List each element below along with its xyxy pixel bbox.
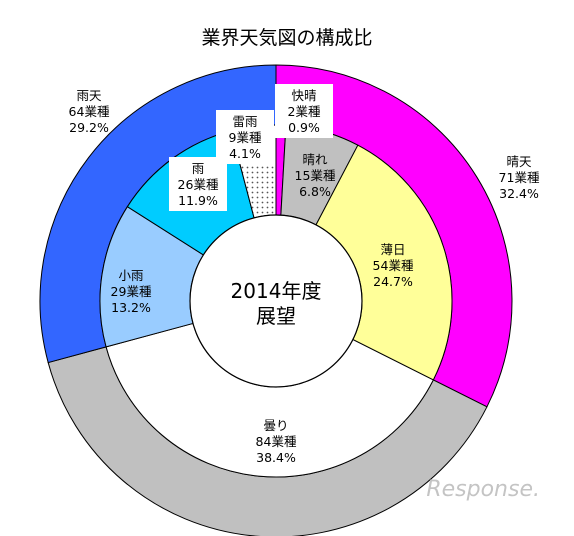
outer-label-2-line-0: 雨天 bbox=[76, 88, 102, 103]
inner-label-1-line-1: 15業種 bbox=[295, 168, 336, 183]
inner-label-1-line-0: 晴れ bbox=[302, 152, 328, 167]
inner-label-0-line-2: 0.9% bbox=[288, 120, 320, 135]
inner-label-5-box bbox=[169, 157, 227, 211]
outer-label-2-line-1: 64業種 bbox=[69, 104, 110, 119]
inner-label-5-line-0: 雨 bbox=[192, 161, 205, 176]
inner-label-4-line-2: 13.2% bbox=[111, 300, 151, 315]
inner-label-3-line-0: 曇り bbox=[263, 418, 288, 433]
inner-label-1-line-2: 6.8% bbox=[299, 184, 331, 199]
inner-label-3-line-2: 38.4% bbox=[256, 450, 296, 465]
inner-label-0-line-1: 2業種 bbox=[288, 104, 321, 119]
inner-label-6-line-2: 4.1% bbox=[229, 146, 261, 161]
outer-label-2-line-2: 29.2% bbox=[69, 120, 109, 135]
outer-label-0-line-0: 晴天 bbox=[506, 154, 532, 169]
inner-label-6-line-1: 9業種 bbox=[229, 130, 262, 145]
inner-label-2-line-0: 薄日 bbox=[380, 242, 405, 257]
inner-label-6-line-0: 雷雨 bbox=[232, 114, 257, 129]
inner-label-2-line-2: 24.7% bbox=[373, 274, 413, 289]
watermark-logo: Response. bbox=[426, 477, 540, 502]
center-hole bbox=[189, 214, 363, 388]
center-label-line-1: 2014年度 bbox=[231, 279, 322, 303]
inner-label-4-line-0: 小雨 bbox=[118, 268, 143, 283]
inner-label-6-box bbox=[216, 110, 274, 164]
inner-label-2-line-1: 54業種 bbox=[373, 258, 414, 273]
inner-label-3-line-1: 84業種 bbox=[256, 434, 297, 449]
chart-title: 業界天気図の構成比 bbox=[201, 27, 372, 49]
inner-label-0-box bbox=[275, 84, 333, 138]
inner-label-5-line-2: 11.9% bbox=[178, 193, 218, 208]
inner-label-0-line-0: 快晴 bbox=[291, 88, 316, 103]
outer-label-0-line-2: 32.4% bbox=[499, 186, 539, 201]
outer-label-0-line-1: 71業種 bbox=[499, 170, 540, 185]
inner-label-4-line-1: 29業種 bbox=[111, 284, 152, 299]
center-label-line-2: 展望 bbox=[256, 304, 296, 328]
inner-label-5-line-1: 26業種 bbox=[178, 177, 219, 192]
